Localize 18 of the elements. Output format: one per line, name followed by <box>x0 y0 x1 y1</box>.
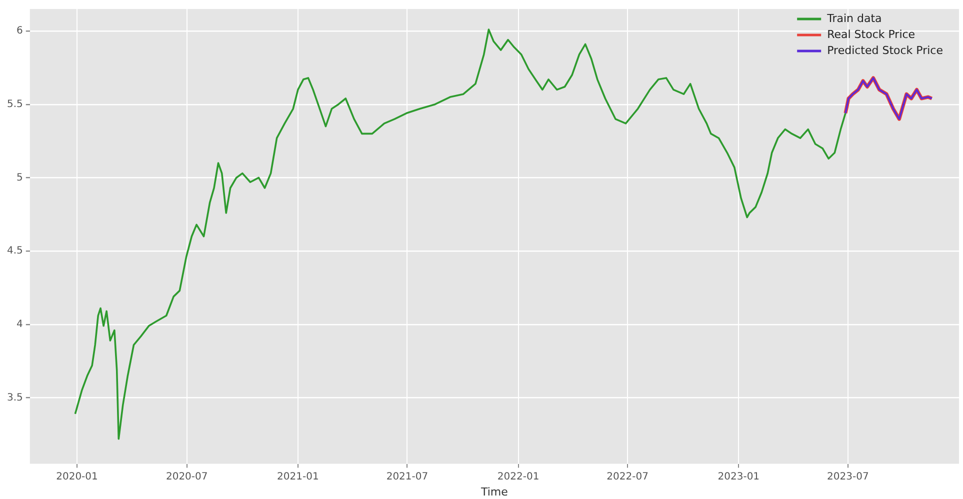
y-tick-label: 6 <box>16 26 23 37</box>
x-axis-title: Time <box>480 485 508 498</box>
y-tick-label: 3.5 <box>6 392 23 404</box>
x-tick-label: 2022-07 <box>606 471 648 482</box>
x-tick-label: 2022-01 <box>497 471 540 482</box>
y-tick-label: 5 <box>16 172 23 184</box>
x-tick-label: 2020-07 <box>166 471 208 482</box>
x-tick-label: 2023-07 <box>827 471 869 482</box>
y-tick-label: 4.5 <box>6 246 23 257</box>
x-tick-label: 2023-01 <box>718 471 760 482</box>
x-tick-label: 2021-01 <box>277 471 319 482</box>
x-tick-label: 2020-01 <box>56 471 98 482</box>
y-tick-label: 4 <box>16 319 23 330</box>
y-tick-label: 5.5 <box>6 98 23 110</box>
legend-label: Train data <box>826 12 882 25</box>
legend-label: Predicted Stock Price <box>827 44 944 57</box>
x-tick-label: 2021-07 <box>386 471 428 482</box>
legend-label: Real Stock Price <box>827 28 916 41</box>
